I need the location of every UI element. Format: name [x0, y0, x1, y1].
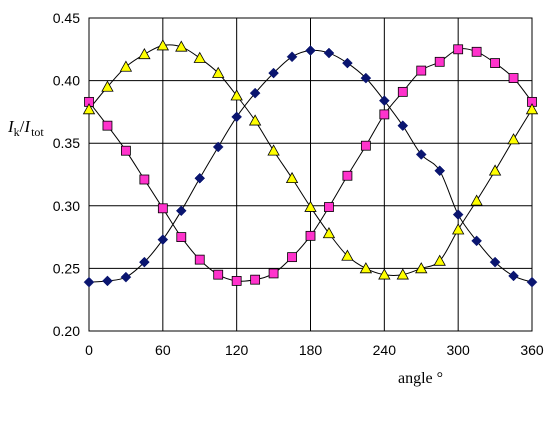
- diamond-point: [249, 87, 261, 99]
- diamond-point: [268, 67, 279, 79]
- square-point: [231, 276, 242, 286]
- square-point: [157, 203, 168, 214]
- square-point: [342, 170, 353, 181]
- grid-lines: [88, 17, 533, 332]
- diamond-point: [231, 111, 243, 123]
- square-point: [194, 254, 205, 265]
- diamond-point: [157, 234, 169, 245]
- square-point: [360, 140, 371, 151]
- y-tick-label: 0.20: [53, 323, 80, 339]
- square-point: [397, 86, 408, 97]
- x-axis-label: angle °: [398, 370, 443, 387]
- square-point: [434, 56, 445, 67]
- diamond-point: [194, 172, 206, 184]
- triangle-point: [138, 47, 151, 60]
- diamond-point: [360, 72, 372, 84]
- x-tick-label: 360: [520, 342, 544, 358]
- square-point: [305, 230, 316, 241]
- triangle-point: [378, 268, 391, 280]
- x-tick-label: 300: [446, 342, 470, 358]
- triangle-point: [193, 51, 206, 63]
- diamond-point: [323, 47, 335, 59]
- square-point: [287, 252, 297, 263]
- x-tick-label: 120: [225, 342, 249, 358]
- diamond-point: [120, 271, 132, 283]
- square-point: [121, 145, 131, 156]
- diamond-point: [83, 276, 95, 288]
- square-point: [453, 44, 464, 55]
- diamond-point: [305, 45, 316, 56]
- diamond-point: [286, 51, 298, 63]
- triangle-point: [285, 171, 299, 184]
- x-tick-label: 60: [155, 342, 171, 358]
- diamond-point: [397, 120, 409, 132]
- y-tick-label: 0.30: [53, 198, 80, 214]
- square-point: [508, 73, 519, 83]
- diamond-point: [434, 165, 446, 177]
- square-point: [268, 268, 279, 279]
- triangle-point: [396, 268, 409, 280]
- x-tick-label: 240: [373, 342, 397, 358]
- triangle-point: [119, 60, 133, 72]
- triangle-point: [101, 80, 114, 92]
- triangle-point: [507, 133, 520, 145]
- y-tick-label: 0.25: [53, 260, 80, 276]
- square-point: [324, 202, 334, 212]
- triangle-point: [156, 39, 170, 51]
- square-point: [139, 174, 150, 185]
- diamond-point: [175, 205, 187, 217]
- plot-area-frame: [88, 17, 533, 332]
- triangle-point: [175, 40, 188, 52]
- diamond-point: [415, 149, 427, 160]
- triangle-point: [230, 89, 243, 101]
- triangle-point: [341, 249, 354, 261]
- triangle-point: [451, 223, 465, 235]
- diamond-point: [452, 209, 464, 220]
- square-point: [213, 269, 224, 280]
- square-point: [176, 232, 187, 243]
- y-tick-label: 0.45: [53, 10, 80, 26]
- diamond-point: [508, 270, 519, 282]
- x-tick-label: 180: [299, 342, 323, 358]
- diamond-point: [212, 141, 224, 153]
- y-axis-label: Ik/Itot: [7, 117, 44, 139]
- diamond-point: [378, 95, 390, 106]
- square-point: [490, 58, 500, 68]
- triangle-point: [433, 254, 446, 266]
- diamond-point: [489, 256, 501, 268]
- triangle-point: [525, 103, 539, 115]
- y-tick-label: 0.35: [53, 135, 80, 151]
- y-tick-label: 0.40: [53, 73, 80, 89]
- triangle-point: [359, 262, 373, 274]
- triangle-point: [488, 164, 502, 176]
- x-tick-label: 0: [85, 342, 93, 358]
- series-markers: [82, 39, 539, 288]
- triangle-point: [212, 66, 225, 78]
- triangle-point: [415, 262, 428, 274]
- diamond-point: [471, 235, 482, 247]
- diamond-point: [526, 276, 538, 288]
- triangle-point: [470, 194, 483, 206]
- square-point: [416, 65, 427, 76]
- triangle-point: [304, 200, 317, 212]
- x-axis-tick-labels: 0 60 120 180 240 300 360: [85, 342, 544, 358]
- diamond-point: [342, 57, 353, 69]
- square-point: [471, 46, 482, 57]
- triangle-point: [322, 227, 336, 239]
- square-point: [250, 274, 261, 285]
- y-axis-tick-labels: 0.20 0.25 0.30 0.35 0.40 0.45: [53, 10, 80, 339]
- triangle-point: [267, 144, 280, 156]
- triangle-point: [82, 103, 96, 115]
- diamond-point: [102, 275, 113, 287]
- triangle-point: [248, 114, 262, 126]
- square-point: [102, 120, 113, 131]
- square-point: [379, 109, 390, 120]
- diamond-point: [139, 256, 150, 268]
